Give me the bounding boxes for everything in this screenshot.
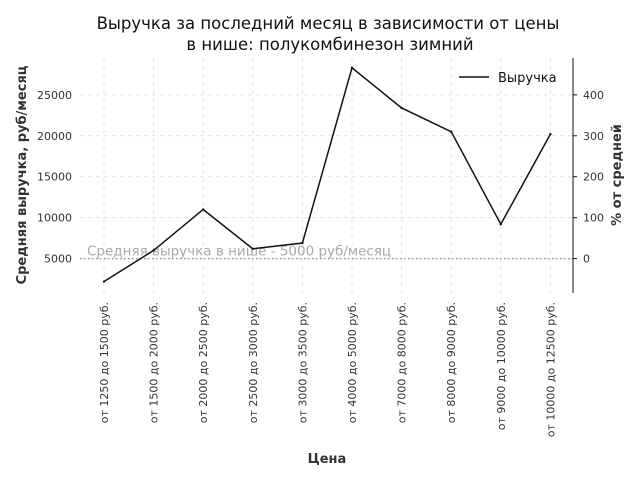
revenue-data-point	[350, 66, 354, 70]
x-tick-label: от 4000 до 5000 руб.	[346, 302, 359, 423]
revenue-data-point	[301, 241, 304, 245]
grid	[80, 58, 573, 293]
revenue-series-line	[103, 66, 552, 283]
x-tick-label: от 1500 до 2000 руб.	[148, 302, 161, 423]
revenue-data-point	[450, 130, 453, 133]
x-tick-label: от 3000 до 3500 руб.	[296, 302, 309, 423]
revenue-data-point	[549, 132, 552, 136]
y2-tick-label: 0	[583, 253, 590, 266]
x-tick-label: от 2500 до 3000 руб.	[247, 302, 260, 423]
y-tick-label: 10000	[37, 212, 72, 225]
revenue-data-point	[499, 223, 502, 226]
legend-label: Выручка	[498, 71, 557, 86]
chart-title-line-2: в нише: полукомбинезон зимний	[186, 35, 473, 54]
chart-title-line-1: Выручка за последний месяц в зависимости…	[97, 14, 560, 33]
y2-tick-label: 100	[583, 212, 604, 225]
axes: 5000 10000 15000 20000 25000 0 100 200 300 400 от …	[37, 58, 604, 437]
average-reference-label: Средняя выручка в нише - 5000 руб/месяц	[87, 244, 391, 260]
x-tick-label: от 2000 до 2500 руб.	[197, 302, 210, 423]
x-tick-label: от 7000 до 8000 руб.	[396, 302, 409, 423]
revenue-data-point	[102, 280, 106, 283]
revenue-data-point	[202, 208, 205, 211]
y-tick-label: 20000	[37, 130, 72, 143]
y2-tick-label: 200	[583, 171, 604, 184]
y2-tick-label: 300	[583, 130, 604, 143]
revenue-data-point	[400, 106, 403, 110]
x-tick-label: от 8000 до 9000 руб.	[445, 302, 458, 423]
x-tick-label: от 9000 до 10000 руб.	[495, 302, 508, 430]
x-tick-label: от 1250 до 1500 руб.	[98, 302, 111, 423]
x-tick-label: от 10000 до 12500 руб.	[544, 302, 557, 437]
legend: Выручка	[459, 71, 557, 86]
series-group	[102, 66, 552, 283]
y-tick-label: 25000	[37, 89, 72, 102]
reference-line-group: Средняя выручка в нише - 5000 руб/месяц	[80, 244, 573, 260]
y2-axis-title: % от средней	[610, 124, 625, 226]
y-axis-title: Средняя выручка, руб/месяц	[15, 65, 30, 284]
revenue-data-point	[251, 247, 254, 250]
y-tick-label: 15000	[37, 171, 72, 184]
y-tick-label: 5000	[44, 253, 72, 266]
x-axis-title: Цена	[308, 452, 347, 467]
y2-tick-label: 400	[583, 89, 604, 102]
revenue-data-point	[152, 249, 155, 252]
